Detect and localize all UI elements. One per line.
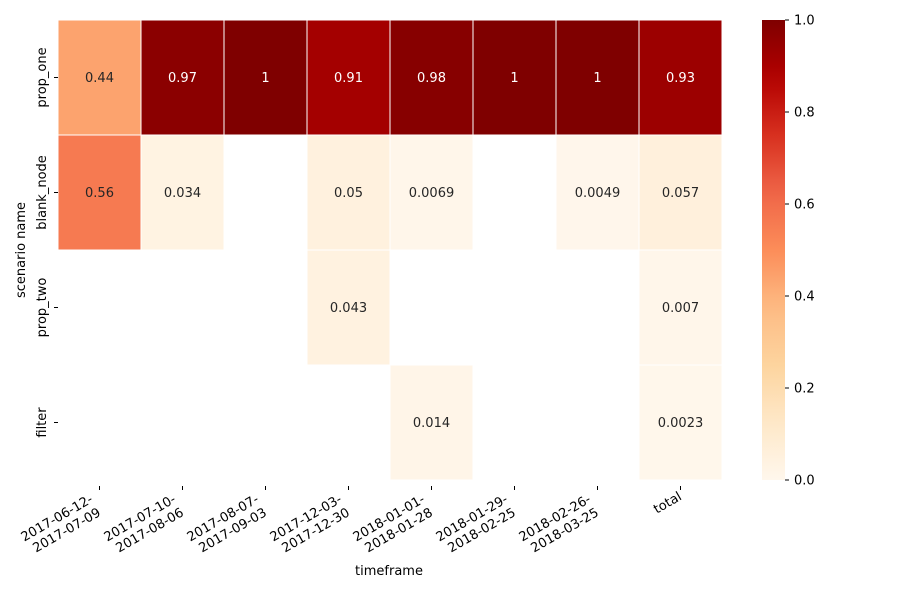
heatmap-cell (638, 364, 723, 481)
colorbar-tick-label: 1.0 (794, 14, 815, 29)
x-tick-label-line: total (651, 489, 684, 517)
cell-value-label: 1 (510, 71, 518, 86)
cell-value-label: 0.0069 (409, 186, 455, 201)
heatmap-cell (638, 19, 723, 136)
cell-value-label: 0.007 (662, 301, 699, 316)
colorbar-tick-label: 0.2 (794, 382, 815, 397)
heatmap-cell (306, 249, 391, 366)
x-tick-label: 2017-08-07-2017-09-03 (185, 492, 270, 559)
cell-value-label: 0.014 (413, 416, 450, 431)
heatmap-cell (389, 364, 474, 481)
y-axis-label: scenario name (14, 202, 29, 298)
cell-value-label: 0.057 (662, 186, 699, 201)
heatmap-cell (389, 134, 474, 251)
x-axis: 2017-06-12-2017-07-092017-07-10-2017-08-… (19, 486, 685, 559)
cell-value-label: 1 (593, 71, 601, 86)
x-tick-label: 2017-12-03-2017-12-30 (268, 492, 353, 559)
y-tick-label: prop_two (35, 278, 50, 338)
colorbar-tick-label: 0.0 (794, 474, 815, 489)
colorbar-tick-label: 0.6 (794, 198, 815, 213)
heatmap-cell (223, 19, 308, 136)
cell-value-label: 0.93 (666, 71, 695, 86)
cell-labels: 0.44 0.97 1 0.91 0.98 1 1 0.93 0.56 0.034 0.05 0.00… (85, 71, 703, 431)
cell-value-label: 0.91 (334, 71, 363, 86)
heatmap-cell (389, 19, 474, 136)
heatmap-cells (57, 19, 723, 481)
colorbar-tick-label: 0.8 (794, 106, 815, 121)
heatmap-cell (57, 19, 142, 136)
cell-value-label: 0.05 (334, 186, 363, 201)
x-tick-label: total (651, 489, 684, 517)
x-tick-label: 2018-01-01-2018-01-28 (351, 492, 436, 559)
cell-value-label: 1 (261, 71, 269, 86)
x-tick-label: 2017-06-12-2017-07-09 (19, 492, 104, 559)
cell-value-label: 0.97 (168, 71, 197, 86)
cell-value-label: 0.043 (330, 301, 367, 316)
heatmap-cell (638, 134, 723, 251)
cell-value-label: 0.0023 (658, 416, 704, 431)
y-tick-label: blank_node (35, 155, 50, 230)
colorbar-gradient (762, 20, 785, 480)
y-tick-label: prop_one (35, 47, 50, 107)
heatmap-cell (555, 134, 640, 251)
x-axis-label: timeframe (355, 564, 423, 579)
x-tick-label: 2017-07-10-2017-08-06 (102, 492, 187, 559)
heatmap-cell (306, 19, 391, 136)
cell-value-label: 0.44 (85, 71, 114, 86)
colorbar: 0.0 0.2 0.4 0.6 0.8 1.0 (762, 14, 815, 489)
x-tick-label: 2018-02-26-2018-03-25 (517, 492, 602, 559)
cell-value-label: 0.0049 (575, 186, 621, 201)
cell-value-label: 0.98 (417, 71, 446, 86)
colorbar-tick-label: 0.4 (794, 290, 815, 305)
y-tick-label: filter (35, 407, 50, 438)
heatmap-cell (472, 19, 557, 136)
cell-value-label: 0.56 (85, 186, 114, 201)
x-tick-label: 2018-01-29-2018-02-25 (434, 492, 519, 559)
heatmap-cell (140, 134, 225, 251)
heatmap-cell (638, 249, 723, 366)
cell-value-label: 0.034 (164, 186, 201, 201)
heatmap-cell (140, 19, 225, 136)
